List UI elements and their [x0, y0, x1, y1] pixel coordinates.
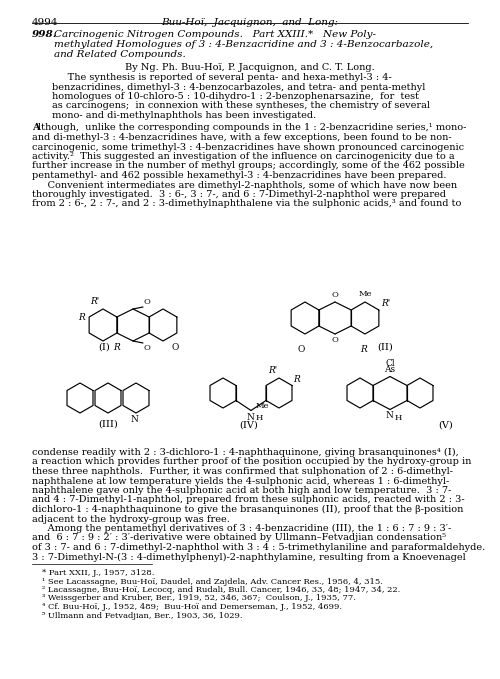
Text: as carcinogens;  in connexion with these syntheses, the chemistry of several: as carcinogens; in connexion with these … — [52, 101, 430, 111]
Text: adjacent to the hydroxy-group was free.: adjacent to the hydroxy-group was free. — [32, 515, 230, 524]
Text: O: O — [332, 336, 338, 344]
Text: and  6 : 7 : 9 : 2′ : 3′-derivative were obtained by Ullmann–Fetvadjian condensa: and 6 : 7 : 9 : 2′ : 3′-derivative were … — [32, 534, 446, 543]
Text: pentamethyl- and 462 possible hexamethyl-3 : 4-benzacridines have been prepared.: pentamethyl- and 462 possible hexamethyl… — [32, 171, 446, 180]
Text: (III): (III) — [98, 420, 118, 429]
Text: dichloro-1 : 4-naphthaquinone to give the brasanquinones (II), proof that the β-: dichloro-1 : 4-naphthaquinone to give th… — [32, 505, 464, 514]
Text: O: O — [297, 345, 304, 354]
Text: N: N — [385, 411, 393, 420]
Text: O: O — [171, 343, 178, 352]
Text: carcinogenic, some trimethyl-3 : 4-benzacridines have shown pronounced carcinoge: carcinogenic, some trimethyl-3 : 4-benza… — [32, 143, 464, 151]
Text: N: N — [246, 413, 254, 422]
Text: and 4 : 7-Dimethyl-1-naphthol, prepared from these sulphonic acids, reacted with: and 4 : 7-Dimethyl-1-naphthol, prepared … — [32, 496, 464, 504]
Text: As: As — [384, 365, 396, 375]
Text: activity.²  This suggested an investigation of the influence on carcinogenicity : activity.² This suggested an investigati… — [32, 152, 454, 161]
Text: thoroughly investigated.  3 : 6-, 3 : 7-, and 6 : 7-Dimethyl-2-naphthol were pre: thoroughly investigated. 3 : 6-, 3 : 7-,… — [32, 190, 446, 199]
Text: a reaction which provides further proof of the position occupied by the hydroxy-: a reaction which provides further proof … — [32, 458, 472, 466]
Text: and Related Compounds.: and Related Compounds. — [54, 50, 186, 59]
Text: Cl: Cl — [385, 359, 395, 367]
Text: (II): (II) — [377, 343, 393, 352]
Text: of 3 : 7- and 6 : 7-dimethyl-2-naphthol with 3 : 4 : 5-trimethylaniline and para: of 3 : 7- and 6 : 7-dimethyl-2-naphthol … — [32, 543, 485, 552]
Text: naphthalene gave only the 4-sulphonic acid at both high and low temperature.  3 : naphthalene gave only the 4-sulphonic ac… — [32, 486, 452, 495]
Text: O: O — [144, 298, 151, 306]
Text: and di-methyl-3 : 4-benzacridines have, with a few exceptions, been found to be : and di-methyl-3 : 4-benzacridines have, … — [32, 133, 452, 142]
Text: R: R — [293, 375, 300, 384]
Text: these three naphthols.  Further, it was confirmed that sulphonation of 2 : 6-dim: these three naphthols. Further, it was c… — [32, 467, 453, 476]
Text: from 2 : 6-, 2 : 7-, and 2 : 3-dimethylnaphthalene via the sulphonic acids,³ and: from 2 : 6-, 2 : 7-, and 2 : 3-dimethyln… — [32, 200, 462, 208]
Text: benzacridines, dimethyl-3 : 4-benzocarbazoles, and tetra- and penta-methyl: benzacridines, dimethyl-3 : 4-benzocarba… — [52, 83, 426, 92]
Text: ⁵ Ullmann and Fetvadjian, Ber., 1903, 36, 1029.: ⁵ Ullmann and Fetvadjian, Ber., 1903, 36… — [42, 612, 242, 619]
Text: R: R — [113, 343, 120, 352]
Text: 998.: 998. — [32, 30, 58, 39]
Text: Buu-Hoï,  Jacquignon,  and  Long:: Buu-Hoï, Jacquignon, and Long: — [162, 18, 338, 27]
Text: Me: Me — [358, 290, 372, 298]
Text: (V): (V) — [438, 421, 453, 430]
Text: H: H — [395, 414, 402, 422]
Text: N: N — [130, 415, 138, 424]
Text: R': R' — [90, 297, 99, 306]
Text: naphthalene at low temperature yields the 4-sulphonic acid, whereas 1 : 6-dimeth: naphthalene at low temperature yields th… — [32, 477, 449, 485]
Text: R: R — [78, 312, 85, 321]
Text: ⁴ Cf. Buu-Hoï, J., 1952, 489;  Buu-Hoï and Demerseman, J., 1952, 4699.: ⁴ Cf. Buu-Hoï, J., 1952, 489; Buu-Hoï an… — [42, 603, 342, 611]
Text: further increase in the number of methyl groups; accordingly, some of the 462 po: further increase in the number of methyl… — [32, 162, 465, 170]
Text: O: O — [144, 344, 151, 352]
Text: (I): (I) — [98, 343, 110, 352]
Text: Convenient intermediates are dimethyl-2-naphthols, some of which have now been: Convenient intermediates are dimethyl-2-… — [32, 181, 457, 189]
Text: lthough,  unlike the corresponding compounds in the 1 : 2-benzacridine series,¹ : lthough, unlike the corresponding compou… — [38, 124, 467, 132]
Text: * Part XXII, J., 1957, 3128.: * Part XXII, J., 1957, 3128. — [42, 569, 154, 577]
Text: (IV): (IV) — [240, 421, 258, 430]
Text: H: H — [256, 414, 264, 422]
Text: The synthesis is reported of several penta- and hexa-methyl-3 : 4-: The synthesis is reported of several pen… — [52, 73, 392, 82]
Text: Among the pentamethyl derivatives of 3 : 4-benzacridine (III), the 1 : 6 : 7 : 9: Among the pentamethyl derivatives of 3 :… — [32, 524, 451, 533]
Text: ¹ See Lacassagne, Buu-Hoï, Daudel, and Zajdela, Adv. Cancer Res., 1956, 4, 315.: ¹ See Lacassagne, Buu-Hoï, Daudel, and Z… — [42, 578, 383, 585]
Text: mono- and di-methylnaphthols has been investigated.: mono- and di-methylnaphthols has been in… — [52, 111, 316, 120]
Text: O: O — [332, 291, 338, 299]
Text: R: R — [360, 345, 367, 354]
Text: R': R' — [381, 299, 390, 308]
Text: 3 : 7-Dimethyl-N-(3 : 4-dimethylphenyl)-2-naphthylamine, resulting from a Knoeve: 3 : 7-Dimethyl-N-(3 : 4-dimethylphenyl)-… — [32, 553, 466, 562]
Text: Me: Me — [256, 403, 270, 411]
Text: 4994: 4994 — [32, 18, 58, 27]
Text: ³ Weissgerber and Kruber, Ber., 1919, 52, 346, 367;  Coulson, J., 1935, 77.: ³ Weissgerber and Kruber, Ber., 1919, 52… — [42, 595, 356, 602]
Text: homologues of 10-chloro-5 : 10-dihydro-1 : 2-benzophenarsazine,  for  test: homologues of 10-chloro-5 : 10-dihydro-1… — [52, 92, 419, 101]
Text: ² Lacassagne, Buu-Hoï, Lecocq, and Rudali, Bull. Cancer, 1946, 33, 48; 1947, 34,: ² Lacassagne, Buu-Hoï, Lecocq, and Rudal… — [42, 586, 400, 594]
Text: condense readily with 2 : 3-dichloro-1 : 4-naphthaquinone, giving brasanquinones: condense readily with 2 : 3-dichloro-1 :… — [32, 448, 459, 457]
Text: methylated Homologues of 3 : 4-Benzacridine and 3 : 4-Benzocarbazole,: methylated Homologues of 3 : 4-Benzacrid… — [54, 40, 433, 49]
Text: R': R' — [268, 366, 277, 375]
Text: A: A — [32, 124, 40, 132]
Text: Carcinogenic Nitrogen Compounds.   Part XXIII.*   New Poly-: Carcinogenic Nitrogen Compounds. Part XX… — [54, 30, 376, 39]
Text: By Ng. Ph. Buu-Hoï, P. Jacquignon, and C. T. Long.: By Ng. Ph. Buu-Hoï, P. Jacquignon, and C… — [125, 63, 375, 72]
